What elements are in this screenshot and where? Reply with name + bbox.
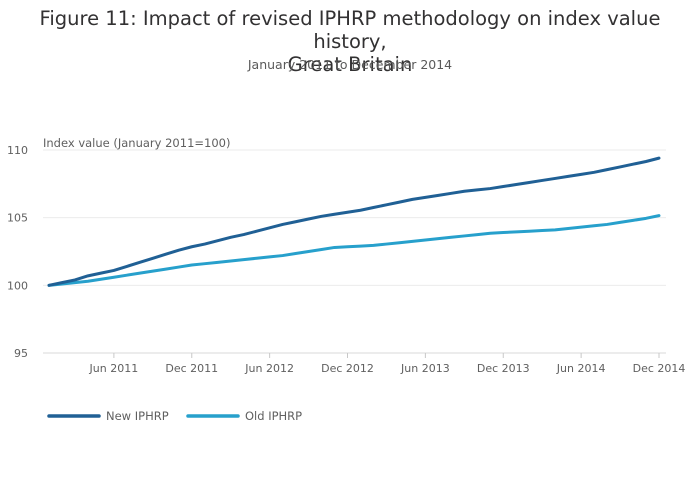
legend-label: New IPHRP [106,409,169,423]
x-tick-label: Dec 2014 [633,362,686,375]
y-axis-title: Index value (January 2011=100) [43,136,230,150]
legend-item-old-iphrp[interactable]: Old IPHRP [186,409,302,423]
y-tick-label-100: 100 [7,279,28,292]
x-tick-label: Jun 2011 [89,362,139,375]
y-tick-label-105: 105 [7,212,28,225]
chart-title-line-1: Figure 11: Impact of revised IPHRP metho… [39,7,661,53]
legend-label: Old IPHRP [245,409,302,423]
y-axis-tick-labels: 95 100 105 110 [7,144,28,360]
y-tick-label-95: 95 [14,347,28,360]
x-tick-label: Dec 2012 [321,362,374,375]
x-tick-label: Jun 2014 [556,362,606,375]
legend-item-new-iphrp[interactable]: New IPHRP [47,409,169,423]
series-line-new-iphrp [47,156,661,287]
chart-title: Figure 11: Impact of revised IPHRP metho… [0,7,700,76]
x-axis-ticks: Jun 2011 Dec 2011 Jun 2012 Dec 2012 Jun 2013… [89,353,686,375]
y-tick-label-110: 110 [7,144,28,157]
chart-subtitle: January 2011 to December 2014 [247,57,453,72]
x-tick-label: Jun 2013 [400,362,450,375]
x-tick-label: Dec 2013 [477,362,530,375]
legend[interactable]: New IPHRP Old IPHRP [47,409,302,423]
x-tick-label: Dec 2011 [165,362,218,375]
gridlines [43,149,666,354]
x-tick-label: Jun 2012 [244,362,294,375]
series-line-old-iphrp [47,214,661,287]
series-lines [47,156,661,287]
chart-title-line-2: Great Britain [287,53,413,76]
